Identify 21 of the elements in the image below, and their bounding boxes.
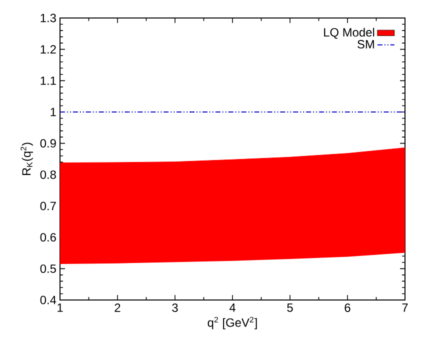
x-tick-label: 1 [58,304,63,312]
x-tick-label: 2 [114,304,120,312]
y-tick-label: 0.8 [40,170,56,179]
x-tick-label: 7 [402,304,408,312]
x-tick-label: 4 [229,304,236,312]
y-tick-label: 1 [50,108,56,116]
legend-label: SM [358,40,374,48]
legend-label: LQ Model [324,28,374,39]
y-tick-label: 1.1 [40,76,56,85]
x-tick-label: 3 [172,304,178,312]
y-tick-label: 0.7 [40,202,56,210]
x-tick-label: 6 [344,304,350,312]
y-tick-label: 0.6 [40,233,56,242]
y-tick-label: 0.5 [40,264,56,273]
x-axis-title: q$^{2}$ [GeV$^{2}$] [208,316,257,330]
y-tick-label: 1.2 [40,45,56,54]
y-tick-label: 0.4 [40,296,56,304]
y-axis-title: R$_{K}$(q$^{2}$) [20,142,34,176]
x-tick-label: 5 [287,304,293,312]
y-tick-label: 1.3 [40,14,56,22]
y-tick-label: 0.9 [40,139,56,148]
